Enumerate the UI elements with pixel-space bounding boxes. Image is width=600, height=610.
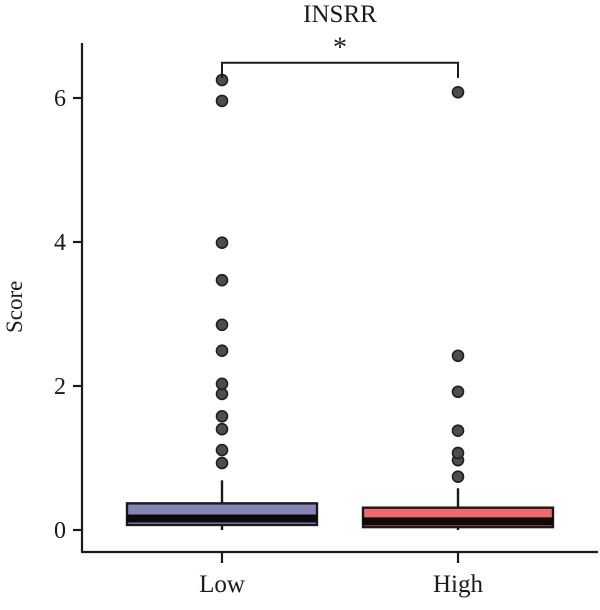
significance-star: * xyxy=(333,33,347,64)
outlier-dot-low xyxy=(215,456,229,470)
y-axis-title: Score xyxy=(2,281,27,333)
outlier-dot-low xyxy=(215,94,229,108)
y-tick-label: 6 xyxy=(54,86,66,112)
y-tick-label: 4 xyxy=(54,230,66,256)
y-tick-label: 0 xyxy=(54,518,66,544)
outlier-dot-high xyxy=(451,385,465,399)
outlier-dot-low xyxy=(215,409,229,423)
outlier-dot-high xyxy=(451,349,465,363)
outlier-dot-low xyxy=(215,443,229,457)
y-tick-label: 2 xyxy=(54,374,66,400)
outlier-dot-low xyxy=(215,273,229,287)
outlier-dot-low xyxy=(215,236,229,250)
outlier-dot-low xyxy=(215,318,229,332)
outlier-dot-high xyxy=(451,85,465,99)
x-tick-label-low: Low xyxy=(199,571,245,598)
significance-bracket xyxy=(221,61,459,78)
outlier-dot-high xyxy=(451,470,465,484)
chart-title: INSRR xyxy=(303,1,377,28)
outlier-dot-high xyxy=(451,424,465,437)
outlier-dot-high xyxy=(451,446,465,460)
outlier-dot-low xyxy=(215,377,229,391)
outlier-dot-low xyxy=(215,344,229,358)
outlier-dot-low xyxy=(215,422,229,436)
x-tick-label-high: High xyxy=(433,571,484,598)
